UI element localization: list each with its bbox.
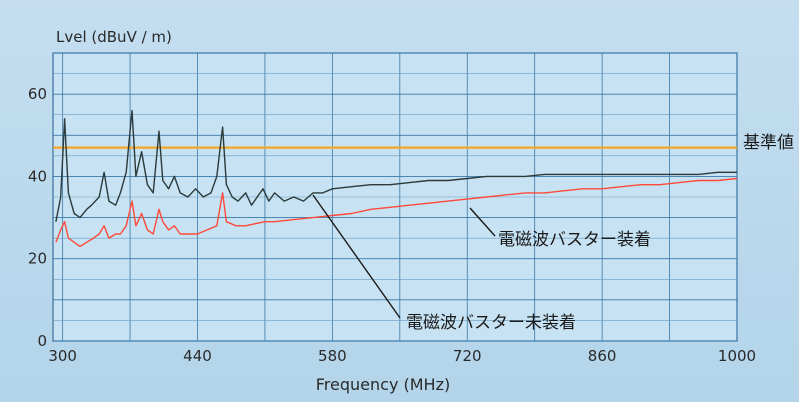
reference-line-label: 基準値 bbox=[743, 133, 794, 153]
leader-line-with-buster bbox=[469, 207, 496, 237]
y-axis-label: Lvel (dBuV / m) bbox=[56, 28, 172, 46]
y-tick-labels: 0 20 40 60 bbox=[28, 85, 47, 350]
series-layer bbox=[55, 109, 738, 248]
y-tick-label: 40 bbox=[28, 167, 47, 185]
y-tick-label: 60 bbox=[28, 85, 47, 103]
x-tick-label: 440 bbox=[183, 347, 212, 365]
y-tick-label: 0 bbox=[37, 332, 47, 350]
x-tick-labels: 300 440 580 720 860 1000 bbox=[48, 347, 756, 365]
series-label-with-buster: 電磁波バスター装着 bbox=[498, 230, 651, 250]
series-line-with-buster bbox=[55, 177, 738, 248]
x-tick-label: 300 bbox=[48, 347, 77, 365]
horizontal-grid bbox=[53, 52, 737, 342]
leader-line-without-buster bbox=[312, 194, 401, 319]
x-tick-label: 860 bbox=[588, 347, 617, 365]
x-tick-label: 720 bbox=[453, 347, 482, 365]
x-tick-label: 1000 bbox=[718, 347, 756, 365]
x-tick-label: 580 bbox=[318, 347, 347, 365]
series-label-without-buster: 電磁波バスター未装着 bbox=[406, 313, 576, 333]
y-tick-label: 20 bbox=[28, 250, 47, 268]
series-line-without-buster bbox=[55, 109, 737, 222]
x-axis-label: Frequency (MHz) bbox=[316, 375, 450, 394]
